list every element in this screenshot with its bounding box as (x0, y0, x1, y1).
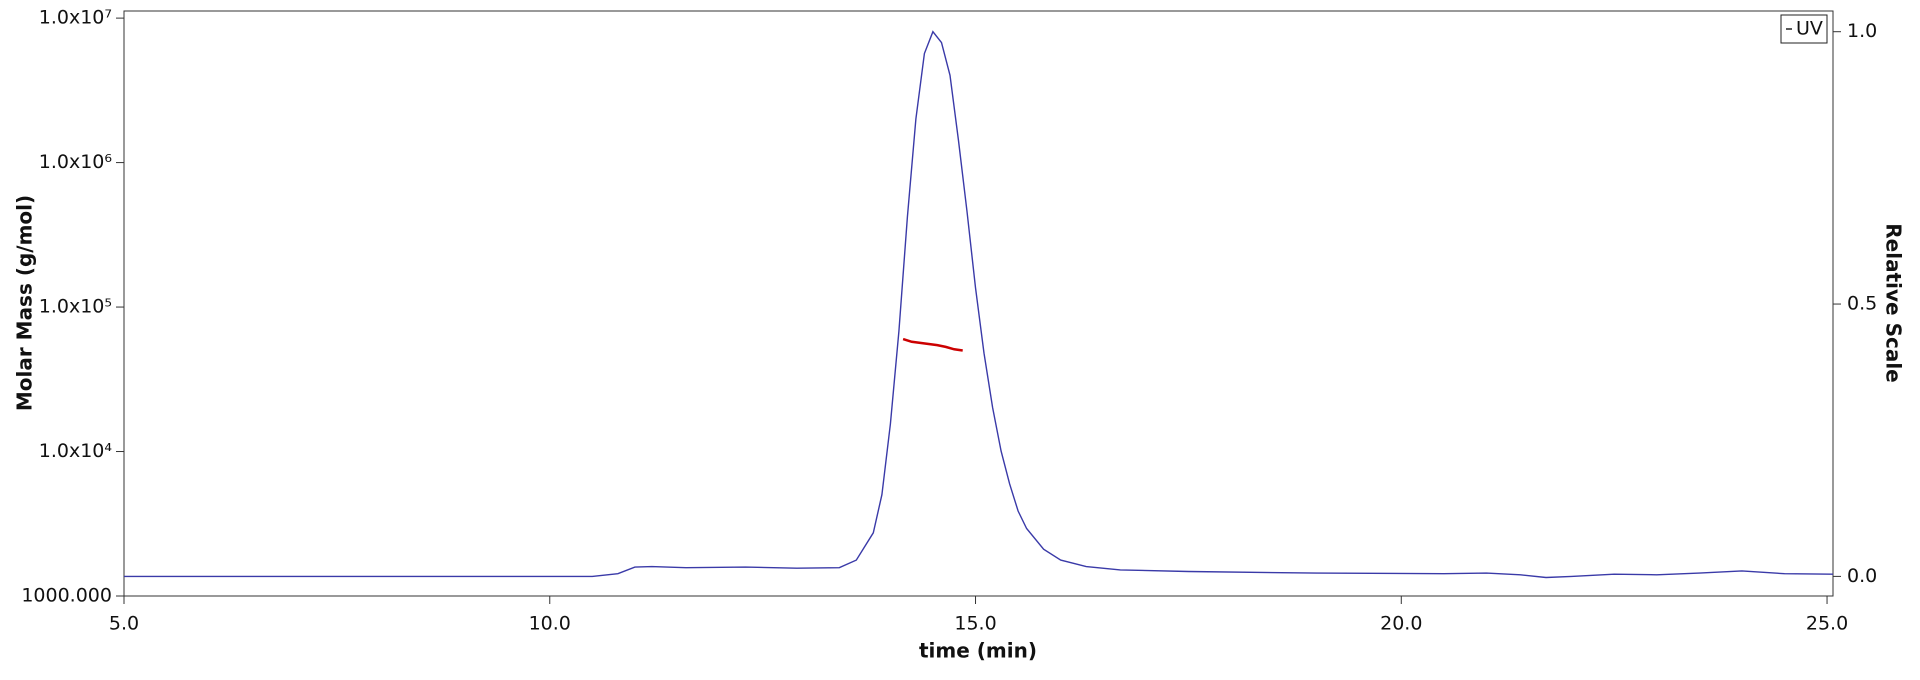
x-tick-label: 15.0 (954, 613, 996, 635)
x-axis-title: time (min) (919, 639, 1037, 663)
y-tick-label: 1000.000 (21, 585, 112, 607)
y2-tick-label: 1.0 (1847, 20, 1877, 42)
x-tick-label: 25.0 (1806, 613, 1848, 635)
y-tick-label: 1.0x10⁷ (39, 7, 112, 29)
y-tick-label: 1.0x10⁵ (39, 296, 112, 318)
legend-label: UV (1796, 18, 1823, 40)
series-line (124, 30, 1834, 579)
y-tick-label: 1.0x10⁴ (39, 440, 113, 462)
x-tick-label: 10.0 (529, 613, 571, 635)
y2-tick-label: 0.0 (1847, 565, 1877, 587)
series-line (902, 337, 963, 352)
y2-axis-title: Relative Scale (1882, 223, 1906, 382)
x-tick-label: 20.0 (1380, 613, 1422, 635)
y2-tick-label: 0.5 (1847, 293, 1877, 315)
plot-frame (123, 10, 1834, 597)
x-tick-label: 5.0 (109, 613, 139, 635)
y-axis-title: Molar Mass (g/mol) (13, 195, 37, 411)
y-tick-label: 1.0x10⁶ (39, 151, 112, 173)
